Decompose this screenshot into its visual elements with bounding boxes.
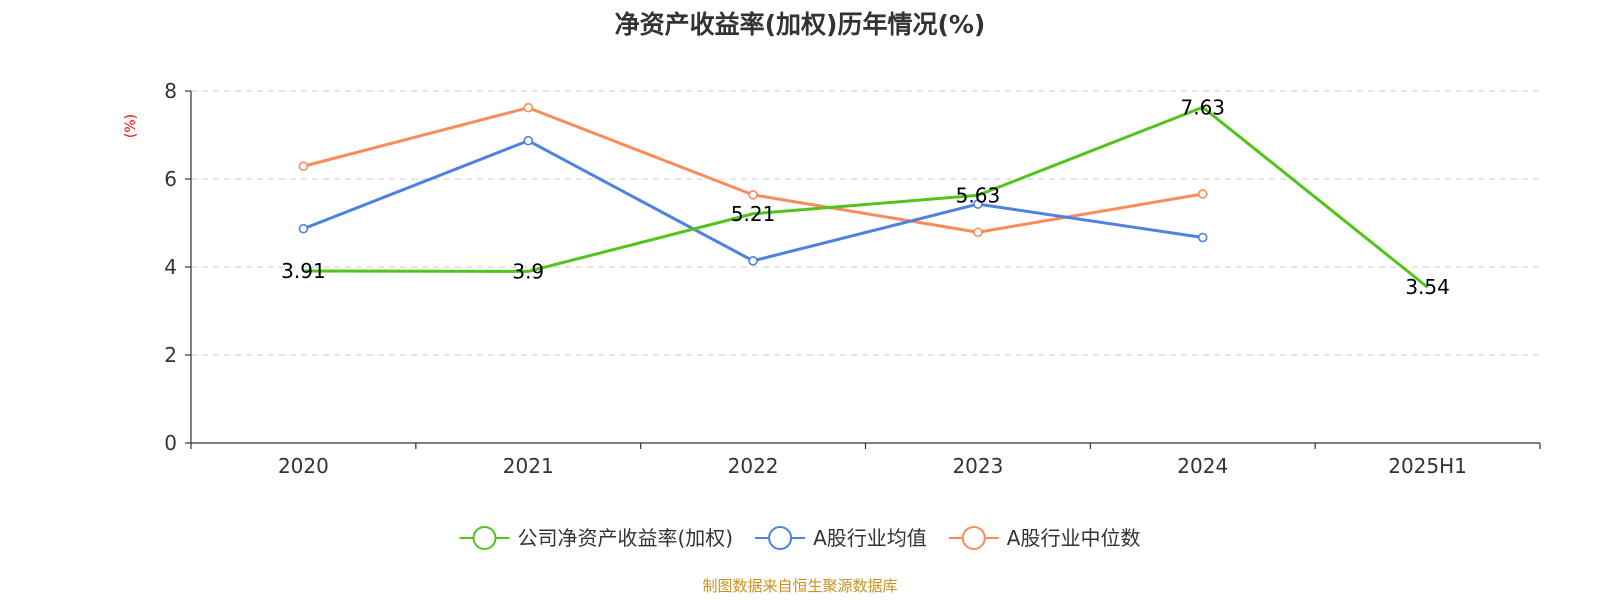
data-label: 3.9 bbox=[512, 259, 544, 283]
data-labels: 3.91 3.9 5.21 5.63 7.63 3.54 bbox=[281, 95, 1450, 299]
series-line-0 bbox=[303, 105, 1429, 289]
x-tick-label: 2021 bbox=[503, 454, 554, 478]
legend-item-2[interactable]: A股行业中位数 bbox=[948, 526, 1141, 550]
axes: 0 2 4 6 8 2020 2021 2022 2023 2024 2025H1 bbox=[164, 79, 1541, 478]
y-tick-label: 8 bbox=[164, 79, 177, 103]
data-source-note: 制图数据来自恒生聚源数据库 bbox=[702, 577, 897, 595]
data-point bbox=[523, 135, 534, 146]
legend-item-0[interactable]: 公司净资产收益率(加权) bbox=[459, 526, 734, 550]
legend-label: A股行业均值 bbox=[813, 526, 927, 550]
legend-label: 公司净资产收益率(加权) bbox=[518, 526, 734, 550]
y-tick-label: 2 bbox=[164, 343, 177, 367]
x-tick-label: 2023 bbox=[952, 454, 1003, 478]
legend-marker-icon bbox=[472, 526, 497, 550]
data-label: 5.63 bbox=[956, 183, 1001, 207]
x-tick-label: 2022 bbox=[728, 454, 779, 478]
data-label: 7.63 bbox=[1180, 95, 1225, 119]
data-point bbox=[973, 199, 983, 209]
gridlines bbox=[191, 90, 1540, 356]
data-point bbox=[748, 256, 758, 266]
legend[interactable]: 公司净资产收益率(加权) A股行业均值 A股行业中位数 bbox=[459, 526, 1141, 550]
data-point bbox=[1197, 189, 1208, 199]
series-lines bbox=[298, 102, 1429, 289]
legend-marker-icon bbox=[768, 526, 793, 550]
x-tick-label: 2025H1 bbox=[1388, 454, 1467, 478]
y-axis-label: (%) bbox=[123, 114, 139, 138]
legend-item-1[interactable]: A股行业均值 bbox=[755, 526, 927, 550]
y-tick-label: 0 bbox=[164, 431, 177, 455]
data-label: 3.54 bbox=[1405, 275, 1450, 299]
legend-label: A股行业中位数 bbox=[1007, 526, 1141, 550]
data-point bbox=[523, 102, 534, 113]
data-point bbox=[973, 227, 983, 238]
chart-title: 净资产收益率(加权)历年情况(%) bbox=[615, 10, 986, 39]
data-label: 3.91 bbox=[281, 259, 326, 283]
y-tick-label: 4 bbox=[164, 255, 177, 279]
x-tick-label: 2024 bbox=[1177, 454, 1228, 478]
data-label: 5.21 bbox=[731, 202, 776, 226]
data-point bbox=[748, 190, 758, 200]
legend-marker-icon bbox=[961, 526, 986, 550]
data-point bbox=[298, 223, 309, 234]
data-point bbox=[298, 161, 309, 172]
data-point bbox=[1197, 232, 1208, 243]
y-tick-label: 6 bbox=[164, 167, 177, 191]
x-tick-label: 2020 bbox=[278, 454, 329, 478]
